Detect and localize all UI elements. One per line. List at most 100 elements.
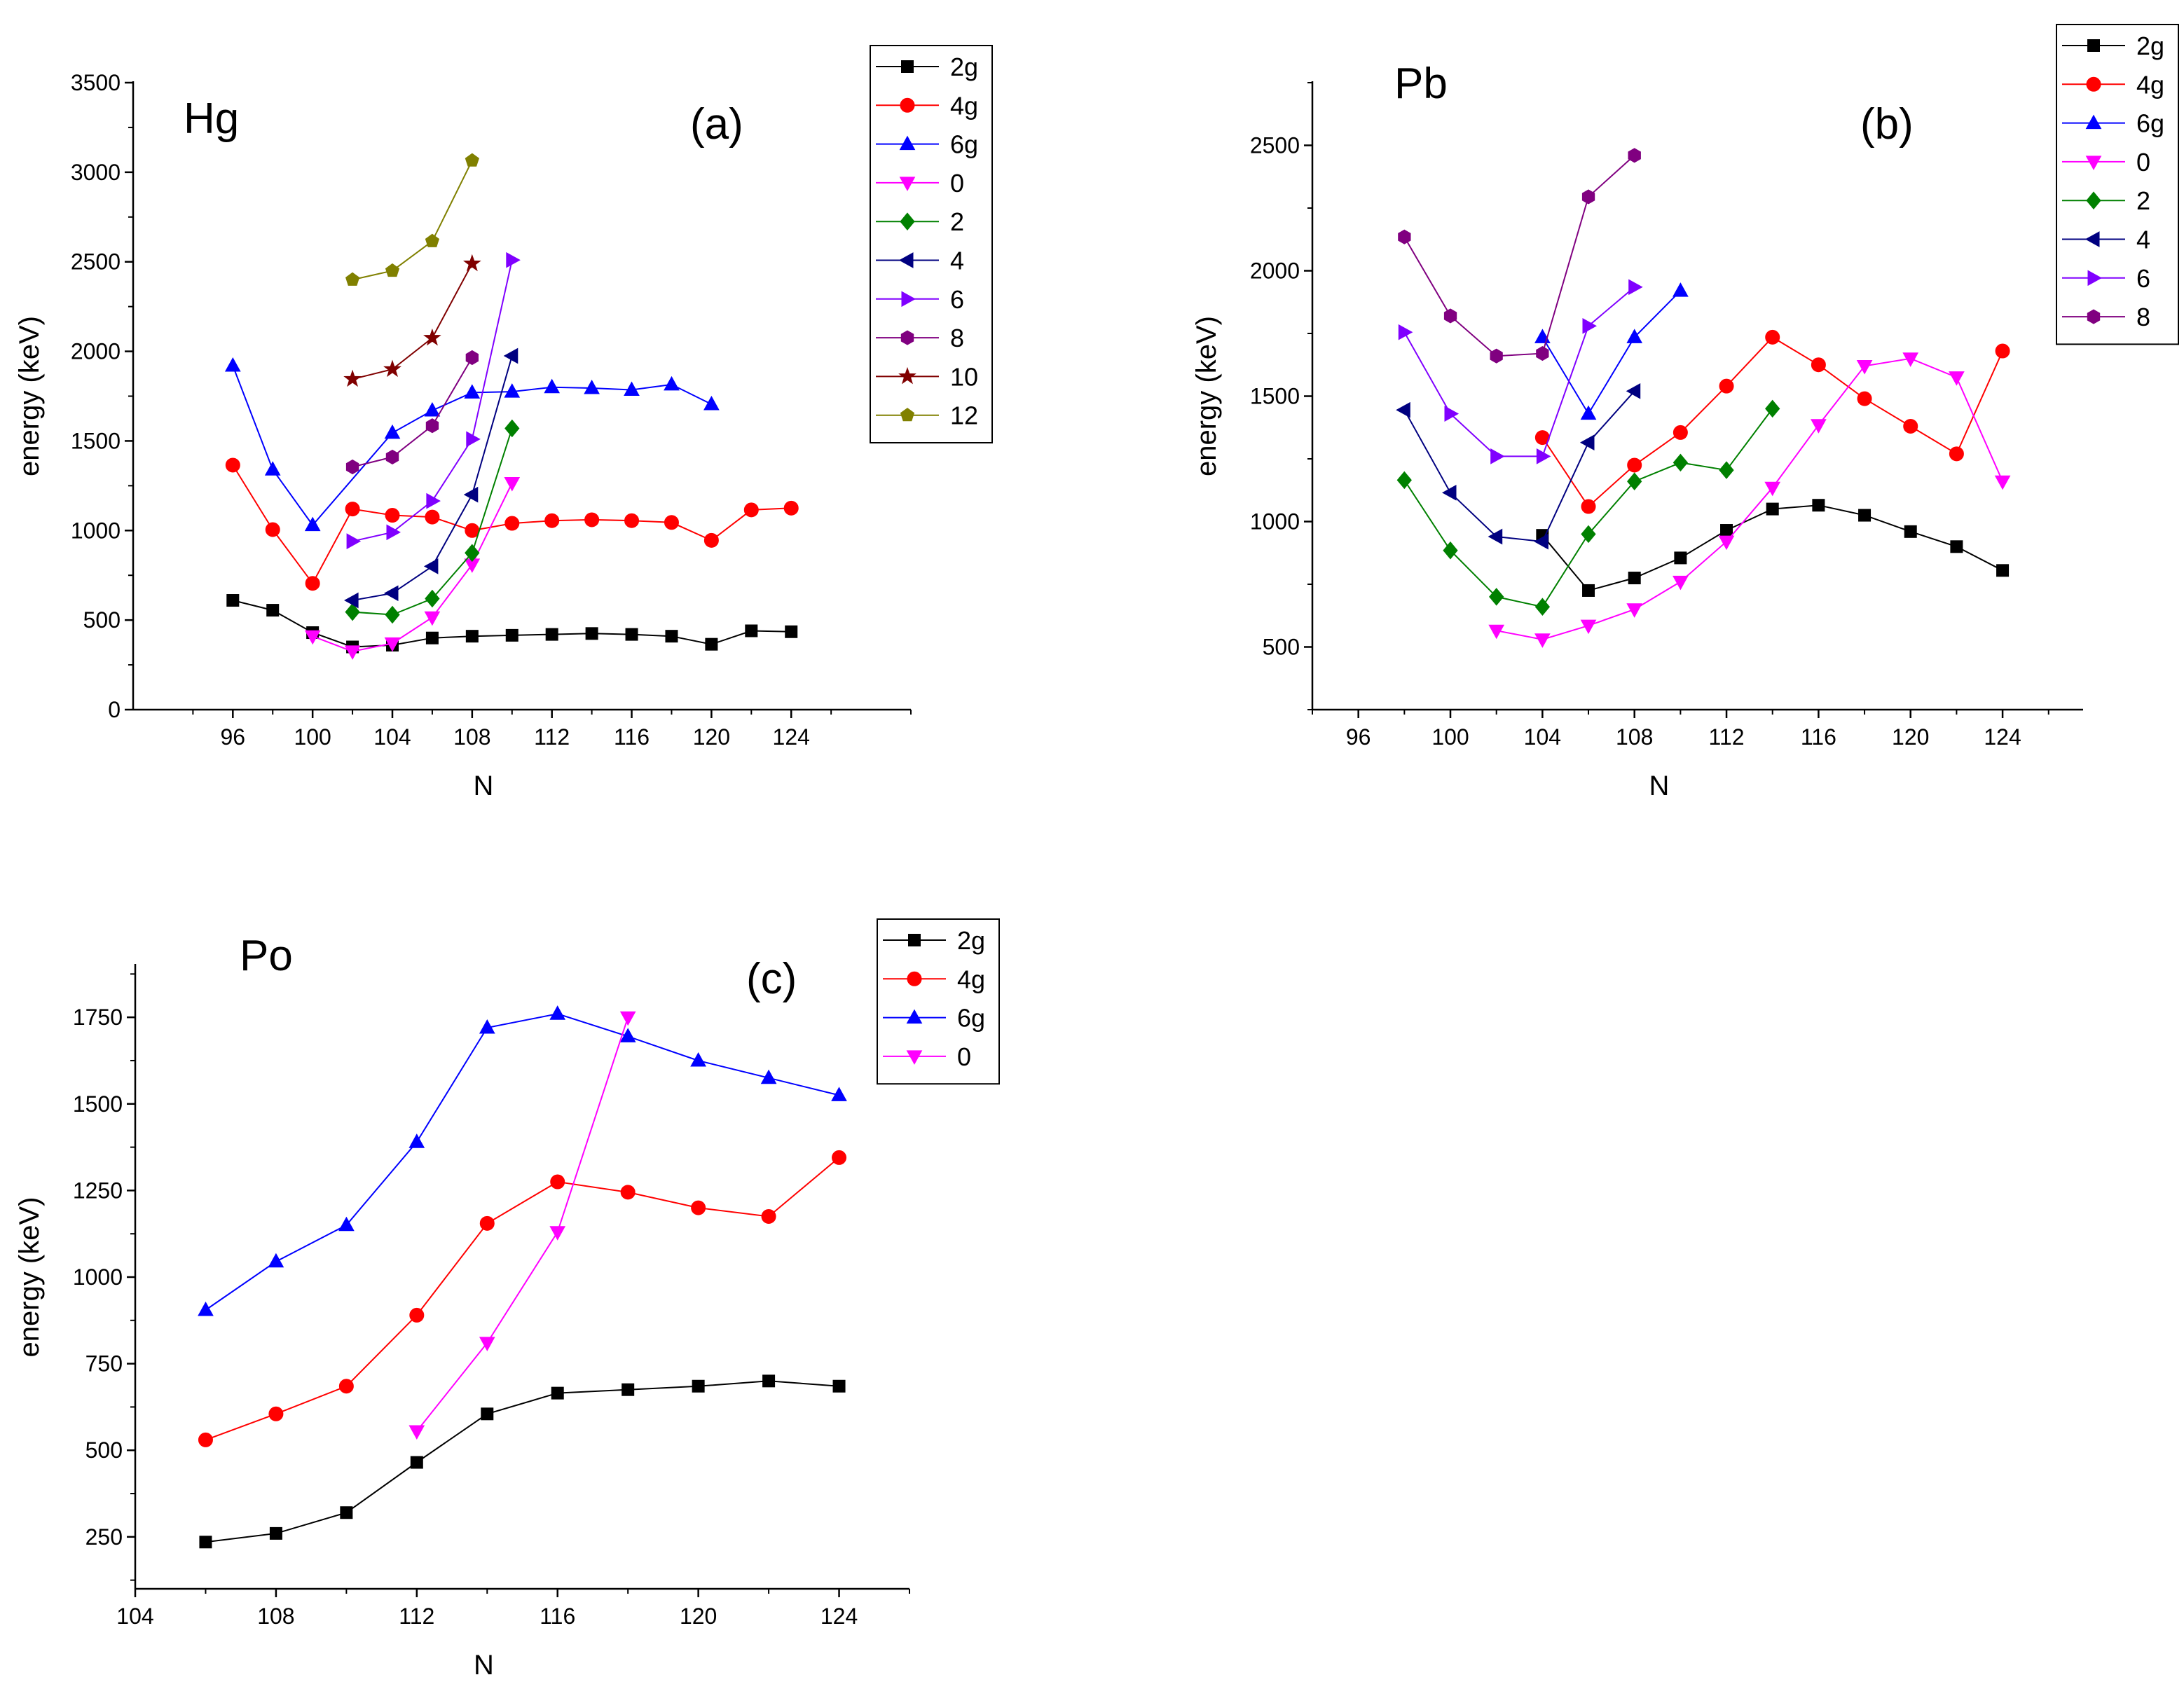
data-point: [620, 1185, 636, 1200]
data-point: [1627, 457, 1642, 473]
data-point: [423, 328, 441, 346]
x-tick-label: 100: [294, 724, 331, 750]
series-2g: [199, 1374, 846, 1549]
data-point: [465, 544, 480, 563]
series-4: [344, 347, 518, 609]
x-tick-label: 96: [1346, 724, 1371, 750]
legend-label: 4: [2136, 226, 2150, 254]
y-tick-label: 2500: [71, 249, 121, 275]
data-point: [1628, 148, 1641, 163]
series-4: [1396, 382, 1641, 550]
data-point: [1396, 401, 1410, 418]
data-point: [1627, 472, 1642, 490]
data-point: [1858, 509, 1871, 522]
data-point: [425, 631, 439, 644]
data-point: [268, 1253, 284, 1268]
series-line: [1496, 357, 2004, 640]
data-point: [1489, 588, 1504, 606]
data-point: [264, 461, 281, 476]
x-tick-label: 124: [1984, 724, 2021, 750]
chart-pb: 500 1000 1500 2000 2500 96 100 104 108 112 116 120 1…: [1191, 24, 2179, 801]
legend-marker: [900, 97, 915, 113]
legend-label: 4: [950, 247, 964, 275]
data-point: [1904, 525, 1917, 538]
x-tick-label: 104: [1524, 724, 1561, 750]
legend-label: 2g: [2136, 32, 2164, 60]
data-point: [1396, 471, 1412, 490]
series-line: [1403, 390, 1635, 543]
x-tick-label: 116: [614, 724, 650, 750]
legend-marker: [906, 1009, 923, 1024]
legend-marker: [901, 291, 916, 308]
data-point: [1582, 584, 1595, 597]
series-4g: [225, 457, 799, 591]
data-point: [479, 1215, 495, 1231]
y-tick-label: 500: [83, 607, 121, 633]
legend: 2g 4g 6g 0 2 4 6 8 10 12: [870, 45, 993, 443]
series-2g: [1536, 499, 2010, 597]
legend-label: 6g: [957, 1004, 985, 1033]
data-point: [463, 486, 479, 503]
legend-marker: [900, 212, 915, 230]
x-tick-label: 120: [1892, 724, 1929, 750]
data-point: [424, 401, 441, 417]
data-point: [340, 1506, 353, 1519]
data-point: [386, 524, 401, 541]
data-point: [199, 1536, 212, 1549]
data-point: [761, 1208, 776, 1224]
data-point: [1812, 499, 1825, 512]
data-point: [1582, 317, 1598, 334]
series-2g: [226, 594, 798, 654]
data-point: [584, 512, 600, 528]
data-point: [1950, 540, 1963, 553]
x-tick-label: 112: [399, 1604, 434, 1629]
data-point: [1628, 279, 1643, 296]
x-tick-label: 116: [540, 1604, 575, 1629]
y-tick-label: 0: [108, 697, 121, 722]
data-point: [1764, 481, 1781, 497]
x-tick-label: 100: [1431, 724, 1469, 750]
data-point: [625, 628, 638, 641]
data-point: [385, 263, 400, 277]
data-point: [1673, 453, 1689, 472]
series-6g: [1534, 282, 1689, 420]
panel-label: (a): [690, 100, 743, 149]
legend-marker: [900, 408, 915, 422]
legend-label: 2: [2136, 186, 2150, 215]
data-point: [383, 585, 399, 602]
legend-marker: [898, 252, 914, 268]
data-point: [1580, 619, 1597, 635]
data-point: [1626, 329, 1643, 343]
data-point: [1626, 603, 1643, 618]
legend-label: 0: [950, 169, 964, 198]
data-point: [1580, 405, 1597, 420]
series-line: [205, 1380, 839, 1543]
y-tick-label: 250: [85, 1524, 123, 1550]
series-4g: [198, 1150, 847, 1447]
x-tick-label: 108: [1616, 724, 1653, 750]
legend-marker: [899, 135, 916, 151]
data-point: [1674, 551, 1687, 565]
legend-label: 10: [950, 362, 978, 391]
x-axis-label: N: [474, 1650, 494, 1681]
series-10: [343, 254, 481, 387]
legend-marker: [907, 971, 922, 986]
element-title: Po: [240, 932, 293, 980]
data-point: [1718, 535, 1735, 551]
data-point: [785, 625, 798, 638]
data-point: [462, 254, 481, 272]
y-tick-label: 1500: [1250, 384, 1300, 409]
data-point: [544, 378, 561, 394]
series-line: [1403, 155, 1635, 357]
data-point: [268, 1406, 284, 1421]
data-point: [664, 375, 680, 391]
data-point: [506, 251, 521, 268]
data-point: [549, 1005, 566, 1020]
data-point: [1856, 360, 1873, 375]
data-point: [665, 630, 678, 643]
legend-label: 0: [957, 1042, 971, 1071]
data-point: [1490, 348, 1503, 364]
data-point: [550, 1174, 565, 1190]
data-point: [409, 1307, 425, 1323]
series-line: [232, 365, 712, 527]
